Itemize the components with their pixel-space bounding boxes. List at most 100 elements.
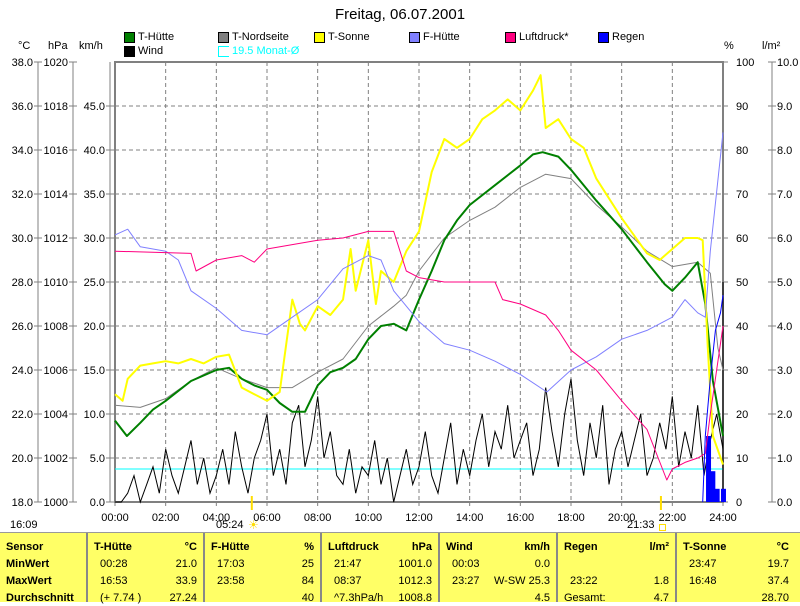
y-tick-label-pct: 30 bbox=[736, 365, 748, 377]
rain-bar bbox=[710, 471, 716, 502]
stats-column-wind: Wind km/h 00:03 0.0 23:27 W-SW 25.3 4.5 bbox=[440, 533, 558, 604]
column-title: T-Hütte bbox=[94, 541, 132, 553]
y-tick-label-pct: 60 bbox=[736, 233, 748, 245]
series-regen-summe bbox=[702, 295, 724, 503]
y-tick-label-hpa: 1002 bbox=[44, 453, 68, 465]
label-avg: Durchschnitt bbox=[6, 592, 74, 604]
y-tick-label-hpa: 1004 bbox=[44, 409, 68, 421]
x-tick-label: 06:00 bbox=[253, 512, 281, 524]
y-tick-label-hpa: 1000 bbox=[44, 497, 68, 509]
legend-monthly-avg: 19.5 Monat-Ø bbox=[218, 45, 299, 57]
column-unit: hPa bbox=[411, 541, 432, 553]
legend-swatch bbox=[314, 31, 325, 43]
rain-bar bbox=[720, 488, 726, 502]
avg-note: (+ 7.74 ) bbox=[100, 592, 142, 604]
avg-value: 27.24 bbox=[169, 592, 197, 604]
y-tick-label-c: 26.0 bbox=[12, 321, 33, 333]
column-title: Regen bbox=[564, 541, 598, 553]
stats-column-f-h-tte: F-Hütte% 17:03 25 23:58 84 40 bbox=[205, 533, 322, 604]
stats-row-labels: Sensor MinWert MaxWert Durchschnitt bbox=[0, 533, 88, 604]
chart-title: Freitag, 06.07.2001 bbox=[334, 6, 466, 23]
x-tick-label: 00:00 bbox=[101, 512, 129, 524]
max-value: 84 bbox=[301, 575, 314, 587]
avg-value: 4.7 bbox=[653, 592, 669, 604]
legend-f-huette: F-Hütte bbox=[409, 31, 460, 43]
y-tick-label-lm2: 5.0 bbox=[777, 277, 792, 289]
legend-swatch bbox=[218, 31, 229, 43]
avg-value: 1008.8 bbox=[398, 592, 432, 604]
stats-column-luftdruck: Luftdruck hPa 21:47 1001.0 08:37 1012.3 ^7.3hP… bbox=[322, 533, 440, 604]
y-tick-label-c: 28.0 bbox=[12, 277, 33, 289]
max-time: 16:53 bbox=[100, 575, 128, 587]
unit-kmh: km/h bbox=[79, 40, 103, 52]
legend-swatch bbox=[124, 45, 135, 57]
y-tick-label-c: 34.0 bbox=[12, 145, 33, 157]
sunset-icon bbox=[659, 524, 666, 531]
avg-note bbox=[683, 590, 689, 606]
x-tick-label: 22:00 bbox=[659, 512, 687, 524]
stats-column-t-sonne: T-Sonne °C 23:47 19.7 16:48 37.4 28.70 bbox=[677, 533, 795, 604]
y-tick-label-pct: 70 bbox=[736, 189, 748, 201]
y-tick-label-lm2: 9.0 bbox=[777, 101, 792, 113]
column-unit: l/m² bbox=[649, 541, 669, 553]
max-value: 1.8 bbox=[653, 575, 669, 587]
min-value: 1001.0 bbox=[398, 558, 432, 570]
y-tick-label-lm2: 1.0 bbox=[777, 453, 792, 465]
unit-percent: % bbox=[724, 40, 734, 52]
sunset-time: 21:33 bbox=[627, 519, 655, 531]
y-tick-label-pct: 40 bbox=[736, 321, 748, 333]
legend-t-sonne: T-Sonne bbox=[314, 31, 370, 43]
y-tick-label-pct: 0 bbox=[736, 497, 742, 509]
column-title: F-Hütte bbox=[211, 541, 250, 553]
legend-wind: Wind bbox=[124, 45, 163, 57]
legend-label: T-Hütte bbox=[138, 31, 175, 43]
y-tick-label-kmh: 0.0 bbox=[90, 497, 105, 509]
series-luftdruck- bbox=[114, 230, 724, 481]
y-tick-label-hpa: 1008 bbox=[44, 321, 68, 333]
rain-bar bbox=[706, 436, 712, 502]
max-time: 08:37 bbox=[334, 575, 362, 587]
column-unit: % bbox=[304, 541, 314, 553]
column-title: Luftdruck bbox=[328, 541, 379, 553]
legend-swatch bbox=[124, 31, 135, 43]
column-unit: km/h bbox=[524, 541, 550, 553]
legend-label: 19.5 Monat-Ø bbox=[232, 45, 300, 57]
legend-label: Wind bbox=[138, 45, 164, 57]
y-tick-label-kmh: 40.0 bbox=[84, 145, 105, 157]
avg-value: 40 bbox=[301, 592, 314, 604]
sun-icon: ☀ bbox=[248, 518, 259, 532]
stats-column-t-h-tte: T-Hütte °C 00:28 21.0 16:53 33.9 (+ 7.74 ) 27.2… bbox=[88, 533, 205, 604]
y-tick-label-pct: 20 bbox=[736, 409, 748, 421]
x-tick-label: 04:00 bbox=[203, 512, 231, 524]
legend-swatch bbox=[218, 45, 229, 57]
rain-bar bbox=[714, 488, 720, 502]
label-max: MaxWert bbox=[6, 575, 52, 587]
y-tick-label-c: 18.0 bbox=[12, 497, 33, 509]
current-time: 16:09 bbox=[10, 519, 38, 531]
y-tick-label-hpa: 1012 bbox=[44, 233, 68, 245]
y-tick-label-c: 38.0 bbox=[12, 57, 33, 69]
min-value: 25 bbox=[301, 558, 314, 570]
y-tick-label-c: 30.0 bbox=[12, 233, 33, 245]
min-time: 00:03 bbox=[452, 558, 480, 570]
min-time: 17:03 bbox=[217, 558, 245, 570]
y-tick-label-hpa: 1014 bbox=[44, 189, 68, 201]
min-time: 21:47 bbox=[334, 558, 362, 570]
y-tick-label-hpa: 1018 bbox=[44, 101, 68, 113]
stats-column-regen: Regen l/m² 23:22 1.8 Gesamt: 4.7 bbox=[558, 533, 677, 604]
max-value: W-SW 25.3 bbox=[493, 575, 550, 587]
y-tick-label-lm2: 6.0 bbox=[777, 233, 792, 245]
series-f-h-tte bbox=[114, 132, 724, 393]
avg-note: ^7.3hPa/h bbox=[334, 592, 384, 604]
legend-label: T-Nordseite bbox=[232, 31, 289, 43]
min-value: 0.0 bbox=[534, 558, 550, 570]
max-time: 23:58 bbox=[217, 575, 245, 587]
x-tick-label: 16:00 bbox=[507, 512, 535, 524]
column-unit: °C bbox=[184, 541, 197, 553]
y-tick-label-c: 36.0 bbox=[12, 101, 33, 113]
sunrise-time: 05:24 bbox=[216, 519, 244, 531]
weather-chart: 00:00 02:00 04:00 06:00 08:00 10:00 12:00 14:00… bbox=[12, 57, 799, 524]
y-tick-label-hpa: 1010 bbox=[44, 277, 68, 289]
y-tick-label-c: 24.0 bbox=[12, 365, 33, 377]
column-title: T-Sonne bbox=[683, 541, 727, 553]
